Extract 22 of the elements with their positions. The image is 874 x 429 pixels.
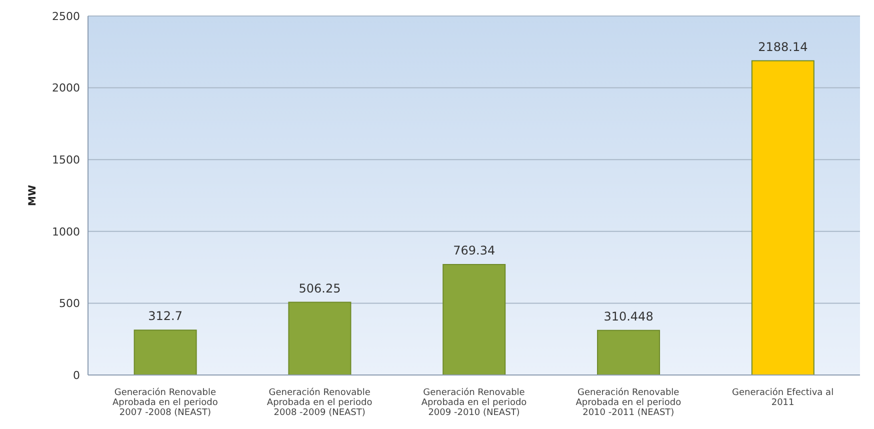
y-tick-label: 1000 [52,225,80,238]
bar [751,60,814,375]
y-tick-label: 2500 [52,10,80,23]
y-tick-label: 500 [59,297,80,310]
x-tick-label: Generación Renovable Aprobada en el periodo 2008 -2009 (NEAST) [266,387,373,418]
x-tick-label: Generación Efectiva al 2011 [732,387,834,408]
bar [597,330,660,375]
y-tick-label: 2000 [52,82,80,95]
data-label: 310.448 [604,309,654,324]
y-tick-label: 0 [73,368,80,382]
x-tick-label: Generación Renovable Aprobada en el periodo 2007 -2008 (NEAST) [112,387,218,418]
x-tick-label: Generación Renovable Aprobada en el periodo 2009 -2010 (NEAST) [421,387,528,418]
y-axis-title: MW [28,185,39,206]
data-label: 2188.14 [758,40,808,54]
x-tick-label: Generación Renovable Aprobada en el periodo 2010 -2011 (NEAST) [576,387,682,418]
y-tick-label: 1500 [52,154,80,167]
data-label: 312.7 [148,309,182,324]
data-label: 506.25 [298,281,341,296]
data-label: 769.34 [453,244,496,258]
bar [288,302,352,375]
bar [442,264,506,375]
bar [134,330,197,375]
